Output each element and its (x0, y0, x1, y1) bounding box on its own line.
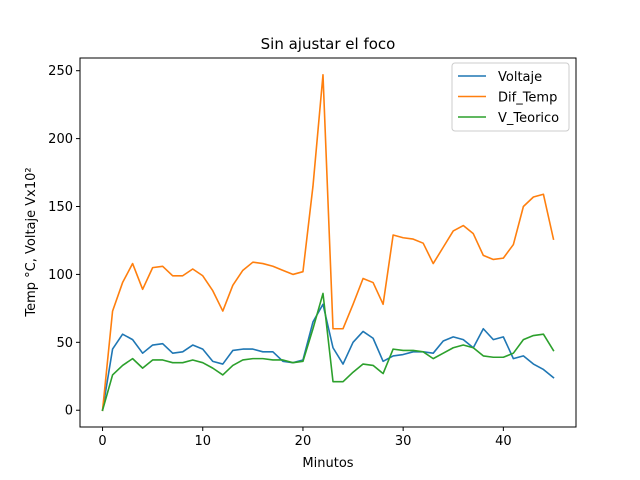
legend-label: V_Teorico (498, 111, 559, 126)
y-tick-label: 0 (65, 404, 73, 419)
y-tick-label: 50 (56, 336, 73, 351)
x-axis-ticks: 0 10 20 30 40 (98, 427, 512, 449)
legend: Voltaje Dif_Temp V_Teorico (451, 62, 570, 132)
series-line-v-teorico (101, 292, 555, 412)
y-tick-label: 150 (48, 200, 73, 215)
x-tick-label: 10 (194, 434, 211, 449)
legend-label: Dif_Temp (498, 91, 557, 106)
x-tick-label: 0 (98, 434, 106, 449)
plot-frame (79, 57, 577, 428)
x-tick-label: 20 (295, 434, 312, 449)
series-line-voltaje (101, 303, 555, 412)
x-axis-label: Minutos (302, 456, 353, 471)
series-layer (101, 73, 555, 412)
legend-box (451, 62, 570, 132)
y-tick-label: 100 (48, 268, 73, 283)
legend-label: Voltaje (498, 70, 542, 85)
series-line-dif-temp (101, 73, 555, 412)
y-tick-label: 250 (48, 64, 73, 79)
chart-title: Sin ajustar el foco (261, 35, 396, 53)
y-axis-ticks: 0 50 100 150 200 250 (48, 64, 80, 419)
x-tick-label: 30 (395, 434, 412, 449)
y-axis-label: Temp °C, Voltaje Vx10² (24, 167, 39, 317)
x-tick-label: 40 (495, 434, 512, 449)
y-tick-label: 200 (48, 132, 73, 147)
